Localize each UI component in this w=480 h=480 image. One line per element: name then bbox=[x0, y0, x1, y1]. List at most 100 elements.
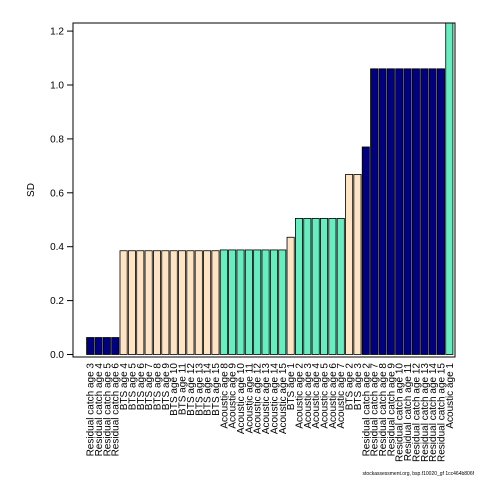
y-tick-label: 0.4 bbox=[50, 242, 64, 253]
bar bbox=[244, 249, 253, 355]
bar bbox=[111, 337, 120, 355]
x-tick-label: Acoustic age 2 bbox=[294, 363, 305, 429]
x-tick-label: Residual catch age 13 bbox=[420, 363, 431, 462]
bar bbox=[428, 68, 437, 355]
y-tick-label: 0.8 bbox=[50, 134, 64, 145]
bar bbox=[353, 174, 362, 355]
y-tick-label: 0.0 bbox=[50, 350, 64, 361]
bar bbox=[169, 250, 178, 355]
bar bbox=[161, 250, 170, 355]
x-tick-label: Residual catch age 5 bbox=[102, 363, 113, 457]
bar bbox=[345, 174, 354, 355]
x-tick-label: Residual catch age 12 bbox=[411, 363, 422, 462]
y-axis: 0.0 0.2 0.4 0.6 0.8 1.0 1.2 bbox=[50, 27, 73, 361]
x-tick-label: BTS age 7 bbox=[144, 363, 155, 411]
bar bbox=[228, 249, 237, 355]
y-axis-title: SD bbox=[26, 183, 37, 197]
bar bbox=[378, 68, 387, 355]
bar bbox=[286, 236, 295, 355]
x-tick-label: BTS age 13 bbox=[194, 363, 205, 416]
x-tick-label: Residual catch age 10 bbox=[395, 363, 406, 462]
x-tick-label: BTS age 6 bbox=[136, 363, 147, 411]
x-tick-label: BTS age 12 bbox=[186, 363, 197, 416]
bar bbox=[269, 249, 278, 355]
bar bbox=[395, 68, 404, 355]
x-tick-label: Acoustic age 11 bbox=[244, 363, 255, 434]
y-tick-label: 0.2 bbox=[50, 296, 64, 307]
y-tick-label: 1.2 bbox=[50, 27, 64, 38]
x-tick-label: BTS age 5 bbox=[127, 363, 138, 411]
bar bbox=[370, 68, 379, 355]
x-tick-label: Residual catch age 8 bbox=[378, 363, 389, 457]
x-tick-label: Acoustic age 4 bbox=[311, 363, 322, 429]
x-tick-label: Acoustic age 10 bbox=[236, 363, 247, 435]
bar bbox=[236, 249, 245, 355]
bar bbox=[311, 217, 320, 355]
x-tick-label: Acoustic age 8 bbox=[219, 363, 230, 429]
bar bbox=[178, 250, 187, 355]
x-tick-label: Residual catch age 3 bbox=[86, 363, 97, 457]
bar bbox=[86, 337, 95, 355]
x-tick-label: BTS age 9 bbox=[161, 363, 172, 411]
bar bbox=[436, 68, 445, 355]
bar bbox=[361, 146, 370, 355]
x-tick-label: Acoustic age 14 bbox=[269, 363, 280, 435]
bar bbox=[445, 22, 454, 355]
bar bbox=[294, 217, 303, 355]
x-tick-label: Acoustic age 5 bbox=[320, 363, 331, 429]
x-tick-label: BTS age 3 bbox=[353, 363, 364, 411]
bar bbox=[386, 68, 395, 355]
bar bbox=[153, 250, 161, 355]
bar bbox=[144, 250, 153, 355]
x-tick-label: BTS age 11 bbox=[178, 363, 189, 416]
x-tick-label: Residual catch age 15 bbox=[436, 363, 447, 462]
bar bbox=[211, 250, 220, 355]
x-tick-label: Residual catch age 9 bbox=[386, 363, 397, 457]
bars bbox=[86, 22, 454, 355]
x-tick-label: BTS age 2 bbox=[345, 363, 356, 411]
x-tick-label: BTS age 8 bbox=[152, 363, 163, 411]
bar bbox=[303, 217, 312, 355]
bar bbox=[136, 250, 145, 355]
bar bbox=[94, 337, 103, 355]
bar bbox=[119, 250, 128, 355]
x-tick-label: Acoustic age 3 bbox=[303, 363, 314, 429]
bar bbox=[127, 250, 136, 355]
x-tick-label: Acoustic age 6 bbox=[328, 363, 339, 429]
x-tick-label: BTS age 1 bbox=[286, 363, 297, 411]
x-tick-label: BTS age 15 bbox=[211, 363, 222, 416]
x-tick-label: Acoustic age 7 bbox=[336, 363, 347, 429]
bar bbox=[219, 249, 228, 355]
y-tick-label: 1.0 bbox=[50, 80, 64, 91]
x-tick-label: BTS age 14 bbox=[203, 363, 214, 416]
x-tick-label: Residual catch age 6 bbox=[111, 363, 122, 457]
bar bbox=[278, 249, 287, 355]
bar bbox=[203, 250, 212, 355]
bar bbox=[328, 217, 337, 355]
x-tick-label: BTS age 4 bbox=[119, 363, 130, 411]
plot-frame bbox=[72, 22, 456, 358]
x-tick-label: Acoustic age 9 bbox=[228, 363, 239, 429]
x-tick-label: Residual catch age 11 bbox=[403, 363, 414, 462]
bar bbox=[420, 68, 429, 355]
bar bbox=[403, 68, 412, 355]
bar bbox=[336, 217, 345, 355]
x-tick-label: Acoustic age 12 bbox=[253, 363, 264, 435]
bar bbox=[102, 337, 111, 355]
bar bbox=[194, 250, 203, 355]
x-tick-label: Acoustic age 15 bbox=[278, 363, 289, 435]
x-tick-label: Acoustic age 13 bbox=[261, 363, 272, 435]
x-tick-label: BTS age 10 bbox=[169, 363, 180, 416]
bar bbox=[253, 249, 262, 355]
footnote: stockassessment.org, bsp.f10020_gf 1cc46… bbox=[362, 471, 474, 477]
x-tick-label: Residual catch age 14 bbox=[428, 363, 439, 462]
y-tick-label: 0.6 bbox=[50, 188, 64, 199]
bar bbox=[261, 249, 270, 355]
bar bbox=[186, 250, 195, 355]
bar bbox=[411, 68, 420, 355]
x-tick-label: Residual catch age 7 bbox=[370, 363, 381, 457]
x-tick-label: Residual catch age 4 bbox=[94, 363, 105, 457]
x-tick-label: Residual catch age 2 bbox=[361, 363, 372, 457]
